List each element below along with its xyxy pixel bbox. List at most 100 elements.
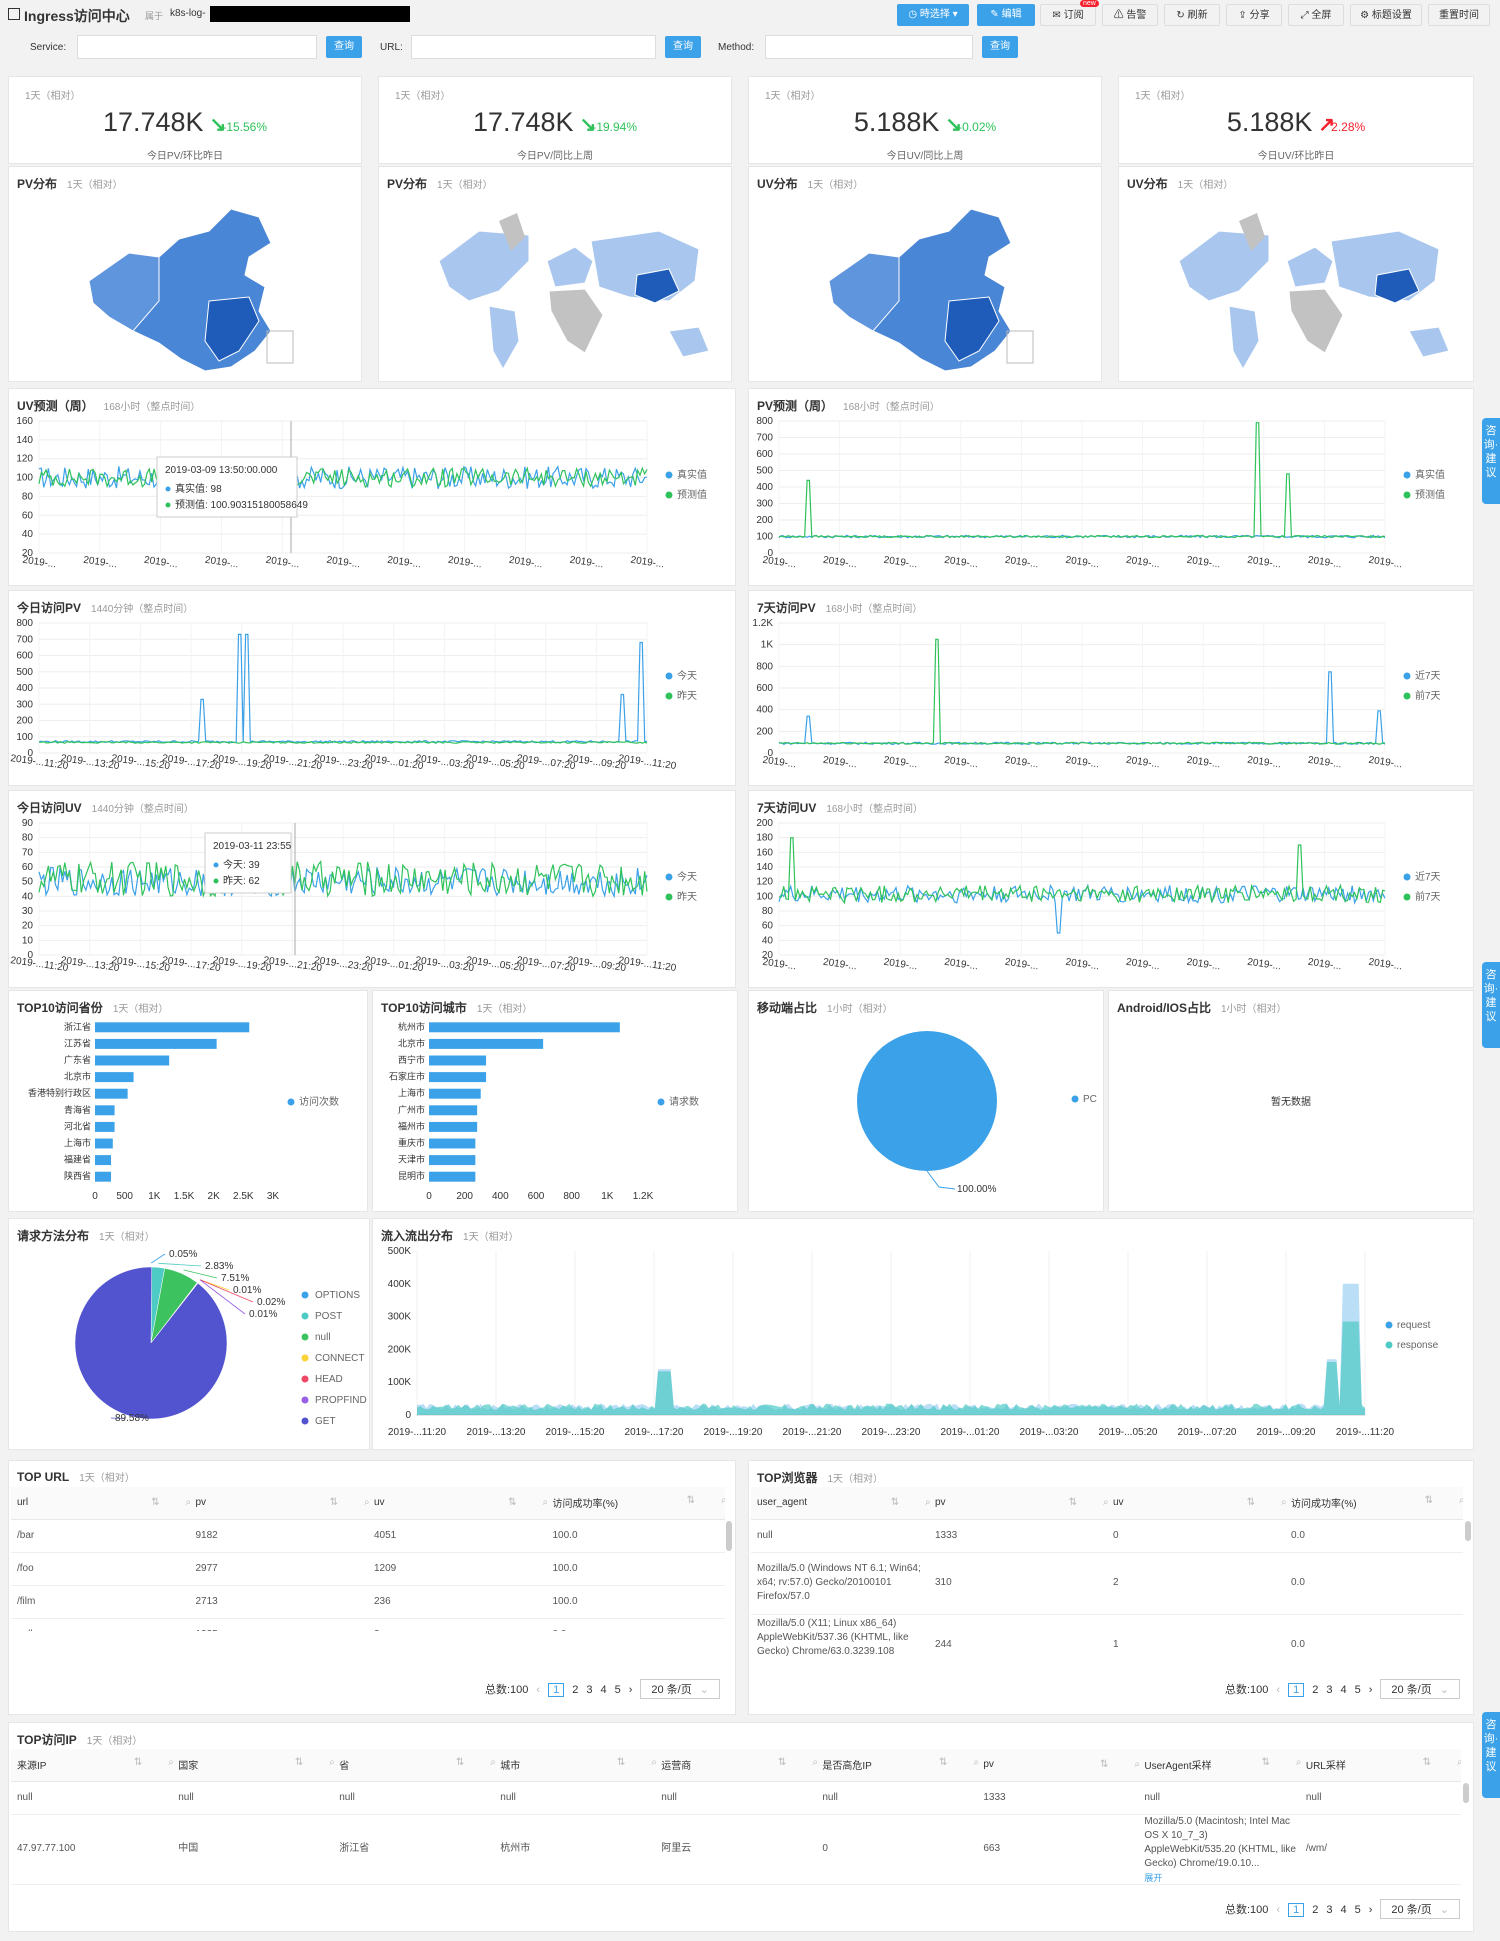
expand-link[interactable]: 展开 [1144, 1872, 1163, 1883]
sort-icon[interactable]: ⇅ [777, 1757, 787, 1769]
next-page-icon[interactable]: › [1368, 1684, 1373, 1696]
column-header[interactable]: pv ⇅ ⌕ [929, 1487, 1109, 1520]
bar[interactable] [95, 1055, 170, 1066]
method-query-button[interactable]: 查询 [982, 36, 1018, 58]
legend-label[interactable]: 昨天 [677, 690, 697, 702]
legend-label[interactable]: 今天 [677, 669, 697, 682]
legend-label[interactable]: 近7天 [1415, 669, 1441, 682]
legend-label[interactable]: request [1397, 1320, 1431, 1331]
page-number[interactable]: 4 [1340, 1904, 1347, 1916]
china-map[interactable] [9, 191, 363, 381]
bar[interactable] [429, 1171, 476, 1182]
sort-icon[interactable]: ⇅ [1246, 1497, 1255, 1509]
bar[interactable] [429, 1072, 487, 1083]
legend-label[interactable]: CONNECT [315, 1353, 364, 1364]
sort-icon[interactable]: ⇅ [1261, 1757, 1270, 1769]
share-button[interactable]: ⇪ 分享 [1226, 4, 1282, 26]
feedback-tab-3[interactable]: 咨询·建议 [1482, 1712, 1500, 1798]
table-row[interactable]: /film 2713 236 100.0 [11, 1585, 725, 1619]
column-header[interactable]: url ⇅ ⌕ [11, 1487, 192, 1520]
url-query-button[interactable]: 查询 [665, 36, 701, 58]
bar[interactable] [95, 1022, 250, 1033]
legend-label[interactable]: 真实值 [677, 468, 707, 481]
sort-icon[interactable]: ⇅ [151, 1497, 160, 1509]
legend-label[interactable]: response [1397, 1340, 1439, 1351]
filter-search-icon[interactable]: ⌕ [1459, 1495, 1463, 1507]
table-row[interactable]: 47.97.77.100 中国 浙江省 杭州市 阿里云 0 663 Mozilla/5.0 (… [11, 1814, 1461, 1885]
legend-label[interactable]: POST [315, 1311, 342, 1322]
filter-search-icon[interactable]: ⌕ [973, 1757, 979, 1769]
filter-search-icon[interactable]: ⌕ [329, 1757, 335, 1769]
sort-icon[interactable]: ⇅ [1068, 1497, 1077, 1509]
feedback-tab-1[interactable]: 咨询·建议 [1482, 418, 1500, 504]
sort-icon[interactable]: ⇅ [508, 1497, 517, 1509]
legend-label[interactable]: 前7天 [1415, 689, 1441, 702]
legend-label[interactable]: 访问次数 [299, 1095, 339, 1108]
filter-search-icon[interactable]: ⌕ [721, 1495, 725, 1507]
sort-icon[interactable]: ⇅ [294, 1757, 304, 1769]
prev-page-icon[interactable]: ‹ [1276, 1684, 1281, 1696]
column-header[interactable]: 访问成功率(%) ⇅ ⌕ [546, 1487, 725, 1520]
column-header[interactable]: 城市 ⇅ ⌕ [494, 1749, 657, 1782]
table-row[interactable]: /bar 9182 4051 100.0 [11, 1519, 725, 1553]
service-input[interactable] [77, 35, 317, 59]
column-header[interactable]: 国家 ⇅ ⌕ [172, 1749, 335, 1782]
column-header[interactable]: 访问成功率(%) ⇅ ⌕ [1285, 1487, 1463, 1520]
bar[interactable] [95, 1138, 113, 1149]
table-row[interactable]: null null null null null null 1333 null null [11, 1781, 1461, 1815]
page-number[interactable]: 5 [614, 1684, 621, 1696]
column-header[interactable]: 来源IP ⇅ ⌕ [11, 1749, 174, 1782]
top-province-chart[interactable]: 0 500 1K 1.5K 2K 2.5K 3K 浙江省江苏省广东省北京市香港特别行政区青海省… [9, 1011, 369, 1213]
filter-search-icon[interactable]: ⌕ [1295, 1757, 1302, 1769]
sort-icon[interactable]: ⇅ [1422, 1757, 1431, 1769]
url-input[interactable] [411, 35, 656, 59]
column-header[interactable]: 是否高危IP ⇅ ⌕ [816, 1749, 979, 1782]
filter-search-icon[interactable]: ⌕ [1281, 1497, 1287, 1509]
page-number[interactable]: 1 [1288, 1683, 1305, 1697]
top-browser-scrollbar[interactable] [1465, 1521, 1471, 1541]
page-size-select[interactable]: 20 条/页 ⌄ [1380, 1679, 1460, 1699]
legend-label[interactable]: 前7天 [1415, 890, 1441, 903]
today-uv-chart[interactable]: 90807060504030201002019-...11:202019-...… [9, 811, 737, 989]
filter-search-icon[interactable]: ⌕ [1134, 1759, 1140, 1771]
column-header[interactable]: pv ⇅ ⌕ [189, 1487, 370, 1520]
sort-icon[interactable]: ⇅ [1424, 1495, 1433, 1507]
page-number[interactable]: 5 [1354, 1904, 1361, 1916]
table-row[interactable]: null 1333 0 0.0 [751, 1519, 1463, 1553]
filter-search-icon[interactable]: ⌕ [925, 1497, 931, 1509]
table-row[interactable]: Mozilla/5.0 (Windows NT 6.1; Win64; x64;… [751, 1552, 1463, 1615]
page-number[interactable]: 2 [1312, 1684, 1319, 1696]
bar[interactable] [429, 1038, 544, 1049]
sort-icon[interactable]: ⇅ [938, 1757, 948, 1769]
page-number[interactable]: 3 [1326, 1684, 1333, 1696]
flow-chart[interactable]: 500K 400K 300K 200K 100K 0 2019-...11:20 2019-.… [373, 1239, 1475, 1451]
bar[interactable] [95, 1038, 217, 1049]
legend-label[interactable]: 今天 [677, 870, 697, 883]
fullscreen-button[interactable]: ⤢ 全屏 [1288, 4, 1344, 26]
legend-label[interactable]: 昨天 [677, 891, 697, 903]
bar[interactable] [429, 1088, 481, 1099]
column-header[interactable]: 运营商 ⇅ ⌕ [655, 1749, 818, 1782]
reset-time-button[interactable]: 重置时间 [1428, 4, 1490, 26]
legend-label[interactable]: OPTIONS [315, 1290, 360, 1301]
page-size-select[interactable]: 20 条/页 ⌄ [1380, 1899, 1460, 1919]
page-number[interactable]: 5 [1354, 1684, 1361, 1696]
column-header[interactable]: 省 ⇅ ⌕ [333, 1749, 496, 1782]
legend-label[interactable]: PROPFIND [315, 1395, 367, 1406]
next-page-icon[interactable]: › [1368, 1904, 1373, 1916]
column-header[interactable]: uv ⇅ ⌕ [368, 1487, 548, 1520]
legend-label[interactable]: PC [1083, 1094, 1097, 1105]
world-map[interactable] [379, 191, 733, 381]
bar[interactable] [95, 1105, 115, 1116]
bar[interactable] [429, 1022, 620, 1033]
pie-slice[interactable] [74, 1266, 228, 1420]
legend-label[interactable]: null [315, 1332, 331, 1343]
filter-search-icon[interactable]: ⌕ [1457, 1757, 1461, 1769]
world-map[interactable] [1119, 191, 1475, 381]
bar[interactable] [95, 1171, 112, 1182]
sort-icon[interactable]: ⇅ [329, 1497, 338, 1509]
edit-button[interactable]: ✎ 编辑 [977, 4, 1035, 26]
column-header[interactable]: uv ⇅ ⌕ [1107, 1487, 1287, 1520]
filter-search-icon[interactable]: ⌕ [185, 1497, 192, 1509]
